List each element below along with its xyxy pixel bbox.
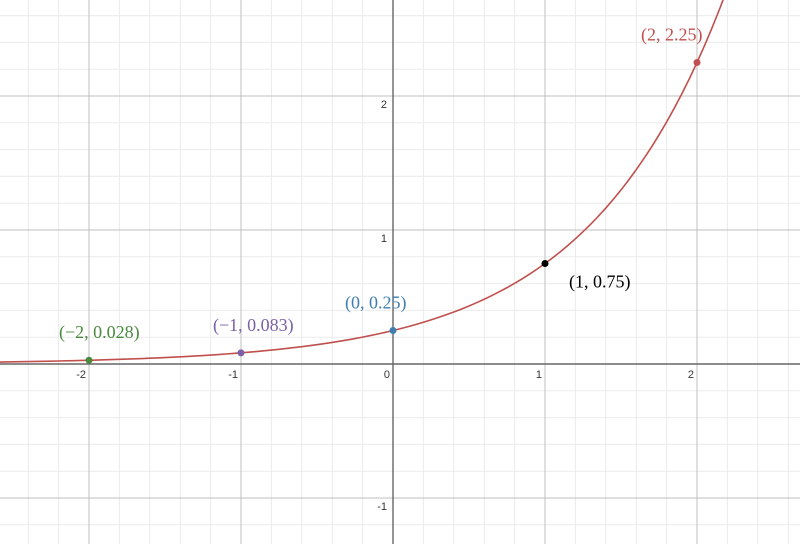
point-label: (1, 0.75) — [569, 272, 631, 293]
data-point — [390, 327, 397, 334]
x-tick-label: -1 — [228, 369, 238, 381]
y-tick-label: 2 — [381, 99, 387, 111]
point-label: (−2, 0.028) — [59, 322, 140, 343]
point-label: (2, 2.25) — [641, 25, 703, 46]
point-label: (−1, 0.083) — [213, 315, 294, 336]
y-tick-label: -1 — [377, 501, 387, 513]
y-tick-label: 1 — [381, 233, 387, 245]
chart-container: -2 -1 0 1 2 -1 1 2 (−2, 0.028) (−1, 0.083) (0, 0.2… — [0, 0, 800, 544]
x-tick-label: 0 — [384, 369, 390, 381]
x-tick-label: -2 — [76, 369, 86, 381]
data-point — [542, 260, 549, 267]
data-point — [694, 59, 701, 66]
data-point — [86, 357, 93, 364]
x-tick-label: 1 — [536, 369, 542, 381]
x-tick-label: 2 — [688, 369, 694, 381]
data-point — [238, 349, 245, 356]
point-label: (0, 0.25) — [345, 293, 407, 314]
exponential-chart: -2 -1 0 1 2 -1 1 2 (−2, 0.028) (−1, 0.083) (0, 0.2… — [0, 0, 800, 544]
